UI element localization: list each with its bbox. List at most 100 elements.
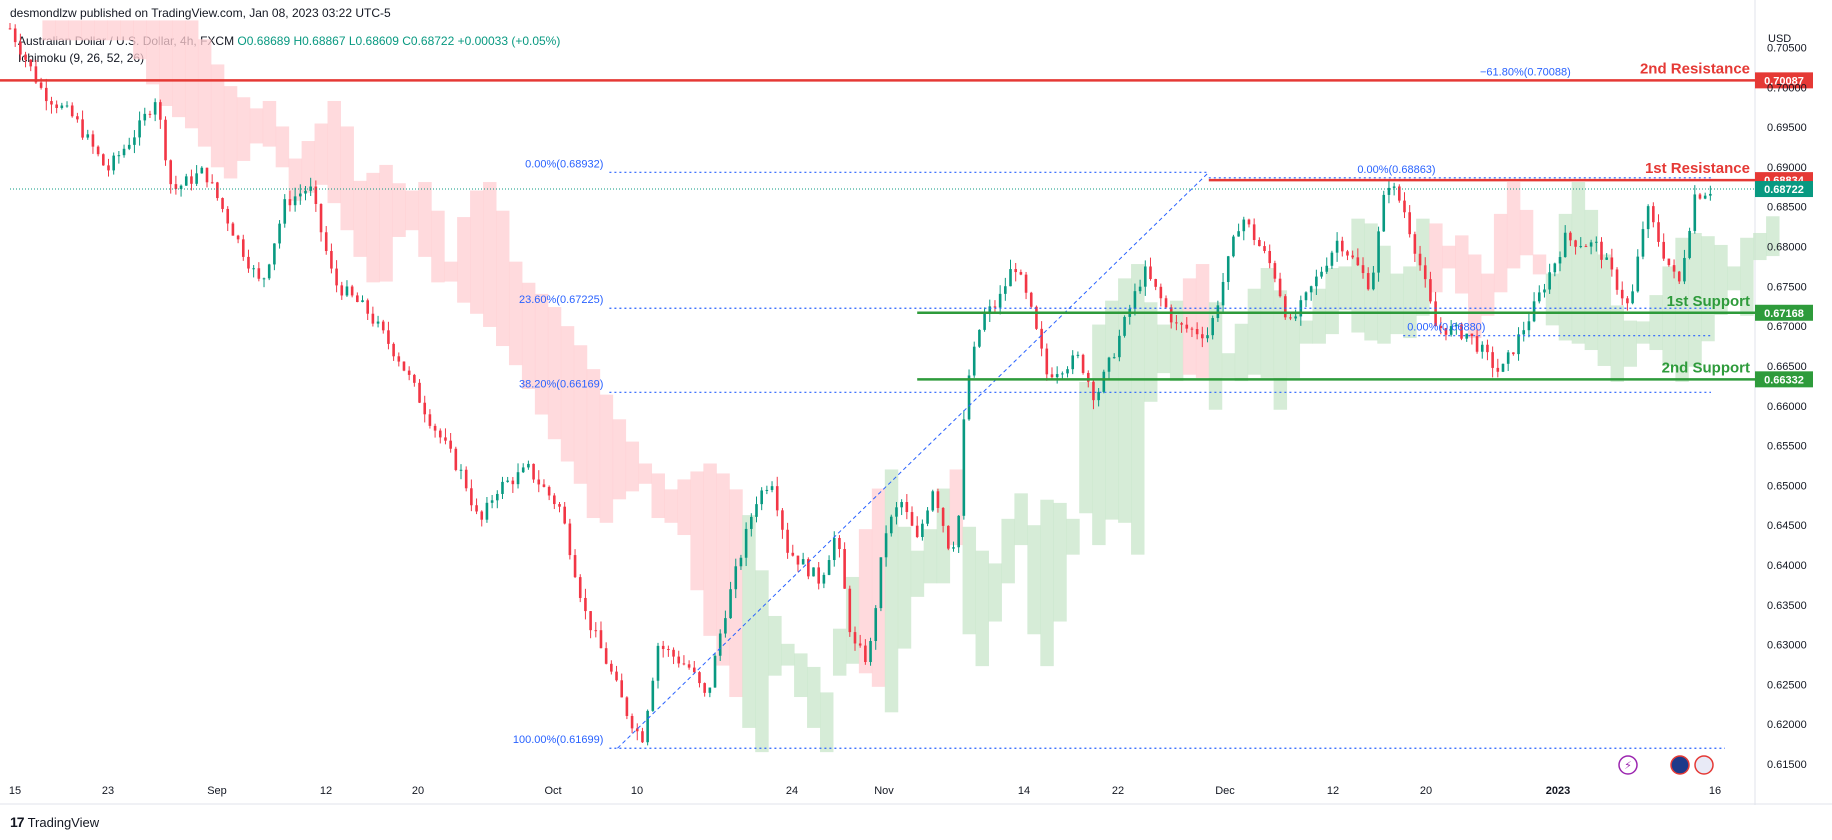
ichimoku-cloud-segment bbox=[1532, 254, 1547, 275]
candle-body bbox=[1574, 240, 1577, 247]
y-tick-label: 0.67500 bbox=[1767, 281, 1807, 293]
fib-level-label: 38.20%(0.66169) bbox=[519, 378, 603, 390]
candle-body bbox=[900, 502, 903, 508]
candle-body bbox=[283, 199, 287, 224]
candle-body bbox=[542, 484, 546, 487]
y-tick-label: 0.68500 bbox=[1767, 202, 1807, 214]
ichimoku-cloud-segment bbox=[1338, 266, 1352, 311]
candle-body bbox=[205, 167, 209, 183]
candle-body bbox=[490, 500, 494, 503]
candle-body bbox=[1548, 272, 1551, 290]
candle-body bbox=[81, 119, 84, 138]
candle-body bbox=[1185, 324, 1189, 329]
candle-body bbox=[459, 469, 463, 471]
x-tick-label: 24 bbox=[786, 785, 798, 797]
ichimoku-cloud-segment bbox=[275, 126, 290, 168]
candle-body bbox=[1631, 291, 1634, 304]
ichimoku-cloud-segment bbox=[1727, 266, 1741, 291]
candle-body bbox=[1579, 246, 1583, 248]
candle-body bbox=[1418, 253, 1422, 266]
candle-body bbox=[1273, 263, 1277, 279]
candle-body bbox=[1252, 224, 1256, 240]
candle-body bbox=[381, 321, 385, 331]
candle-body bbox=[1429, 279, 1432, 302]
level-label: 1st Support bbox=[1667, 293, 1750, 310]
candle-body bbox=[1652, 206, 1655, 223]
candle-body bbox=[241, 239, 245, 257]
candle-body bbox=[770, 486, 774, 490]
candle-body bbox=[936, 491, 940, 508]
ichimoku-cloud-segment bbox=[988, 563, 1002, 622]
candle-body bbox=[677, 656, 681, 664]
y-tick-label: 0.66500 bbox=[1767, 361, 1807, 373]
ichimoku-cloud-segment bbox=[1325, 268, 1339, 335]
candle-body bbox=[641, 731, 644, 743]
candle-body bbox=[444, 437, 447, 441]
candle-body bbox=[288, 199, 292, 206]
candle-body bbox=[952, 547, 955, 549]
candle-body bbox=[1475, 336, 1479, 352]
candle-body bbox=[1242, 219, 1246, 232]
ichimoku-cloud-segment bbox=[690, 471, 704, 591]
candle-body bbox=[1035, 306, 1038, 329]
x-tick-label: 10 bbox=[631, 785, 643, 797]
ichimoku-cloud-segment bbox=[1001, 518, 1015, 584]
y-tick-label: 0.67000 bbox=[1767, 321, 1807, 333]
y-tick-label: 0.63000 bbox=[1767, 640, 1807, 652]
candle-body bbox=[304, 190, 307, 194]
candle-body bbox=[1164, 298, 1168, 308]
candle-body bbox=[972, 346, 976, 376]
candle-body bbox=[910, 512, 914, 526]
candle-body bbox=[558, 504, 561, 507]
candle-body bbox=[1309, 286, 1313, 293]
candle-body bbox=[993, 306, 997, 308]
candle-body bbox=[112, 155, 115, 171]
level-price-text: 0.66332 bbox=[1764, 374, 1804, 386]
candle-body bbox=[1387, 187, 1391, 195]
candle-body bbox=[610, 663, 613, 672]
candle-body bbox=[843, 549, 846, 589]
ichimoku-cloud-segment bbox=[1221, 353, 1236, 378]
ichimoku-cloud-segment bbox=[159, 20, 173, 106]
candle-body bbox=[1361, 265, 1365, 274]
candle-body bbox=[402, 361, 406, 371]
ichimoku-cloud-segment bbox=[1403, 266, 1417, 339]
ichimoku-cloud-segment bbox=[444, 261, 458, 282]
candle-body bbox=[947, 525, 950, 549]
ichimoku-cloud-segment bbox=[353, 180, 367, 257]
ichimoku-cloud-segment bbox=[172, 20, 186, 118]
candle-body bbox=[1206, 335, 1209, 339]
candle-body bbox=[433, 425, 437, 431]
candle-body bbox=[262, 278, 266, 280]
ichimoku-cloud-segment bbox=[936, 488, 951, 584]
candle-body bbox=[1237, 231, 1240, 237]
candle-body bbox=[65, 105, 69, 107]
candle-body bbox=[366, 300, 369, 314]
ichimoku-cloud-segment bbox=[1766, 216, 1780, 257]
candle-body bbox=[1688, 230, 1691, 258]
candle-body bbox=[1543, 289, 1546, 293]
candle-body bbox=[931, 491, 935, 511]
candle-body bbox=[708, 687, 712, 693]
ichimoku-cloud-segment bbox=[1545, 273, 1560, 326]
ichimoku-cloud-segment bbox=[483, 182, 497, 327]
candle-body bbox=[1470, 333, 1474, 337]
candle-body bbox=[869, 641, 872, 663]
candle-body bbox=[630, 715, 634, 729]
candle-body bbox=[1595, 241, 1598, 243]
candle-body bbox=[926, 510, 929, 524]
candle-body bbox=[786, 529, 789, 553]
ichimoku-cloud-segment bbox=[107, 20, 121, 41]
ichimoku-cloud-segment bbox=[236, 97, 251, 161]
candle-body bbox=[1076, 354, 1080, 356]
ichimoku-cloud-segment bbox=[405, 190, 419, 231]
candle-body bbox=[1423, 265, 1427, 280]
ichimoku-cloud-segment bbox=[1740, 237, 1754, 316]
candle-body bbox=[356, 295, 359, 303]
candle-body bbox=[983, 313, 986, 330]
ichimoku-cloud-segment bbox=[897, 526, 912, 649]
ichimoku-cloud-segment bbox=[703, 463, 717, 636]
candle-body bbox=[361, 300, 364, 303]
candle-body bbox=[1527, 321, 1531, 331]
